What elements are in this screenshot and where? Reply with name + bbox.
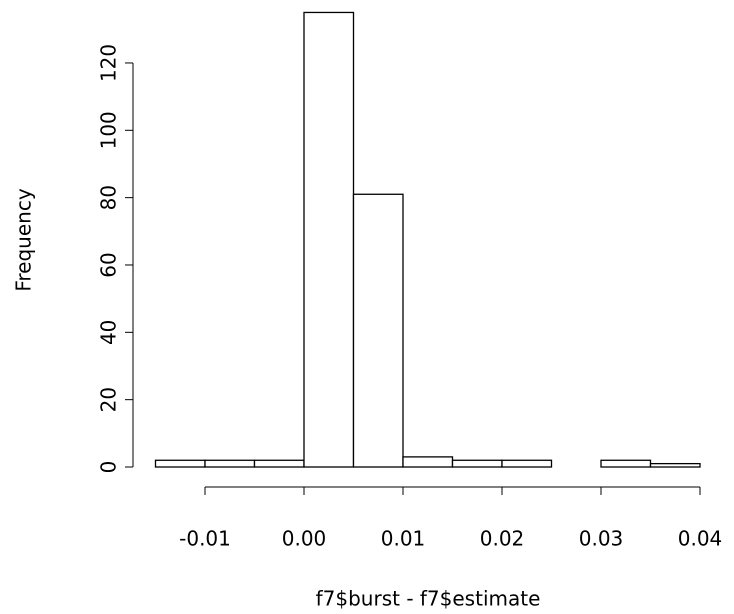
bar <box>253 459 305 468</box>
x-tick-label: 0.02 <box>480 527 525 551</box>
x-tick-label: 0.01 <box>381 527 426 551</box>
x-axis-label: f7$burst - f7$estimate <box>316 587 541 611</box>
y-axis-label: Frequency <box>12 188 36 291</box>
bar <box>501 459 553 468</box>
y-tick-label: 60 <box>97 252 121 277</box>
bar <box>303 11 355 468</box>
bar <box>402 456 454 468</box>
y-tick-label: 80 <box>97 185 121 210</box>
y-tick-label: 40 <box>97 320 121 345</box>
bar <box>352 193 404 468</box>
bar <box>600 459 652 468</box>
y-tick-label: 100 <box>97 111 121 149</box>
y-tick-label: 20 <box>97 387 121 412</box>
bar <box>204 459 256 468</box>
y-tick-label: 120 <box>97 44 121 82</box>
bar <box>649 462 701 468</box>
x-tick-label: 0.00 <box>282 527 327 551</box>
x-tick-label: -0.01 <box>179 527 231 551</box>
x-tick-label: 0.03 <box>579 527 624 551</box>
y-tick-label: 0 <box>97 461 121 474</box>
bar <box>154 459 206 468</box>
x-tick-label: 0.04 <box>678 527 723 551</box>
bar <box>451 459 503 468</box>
